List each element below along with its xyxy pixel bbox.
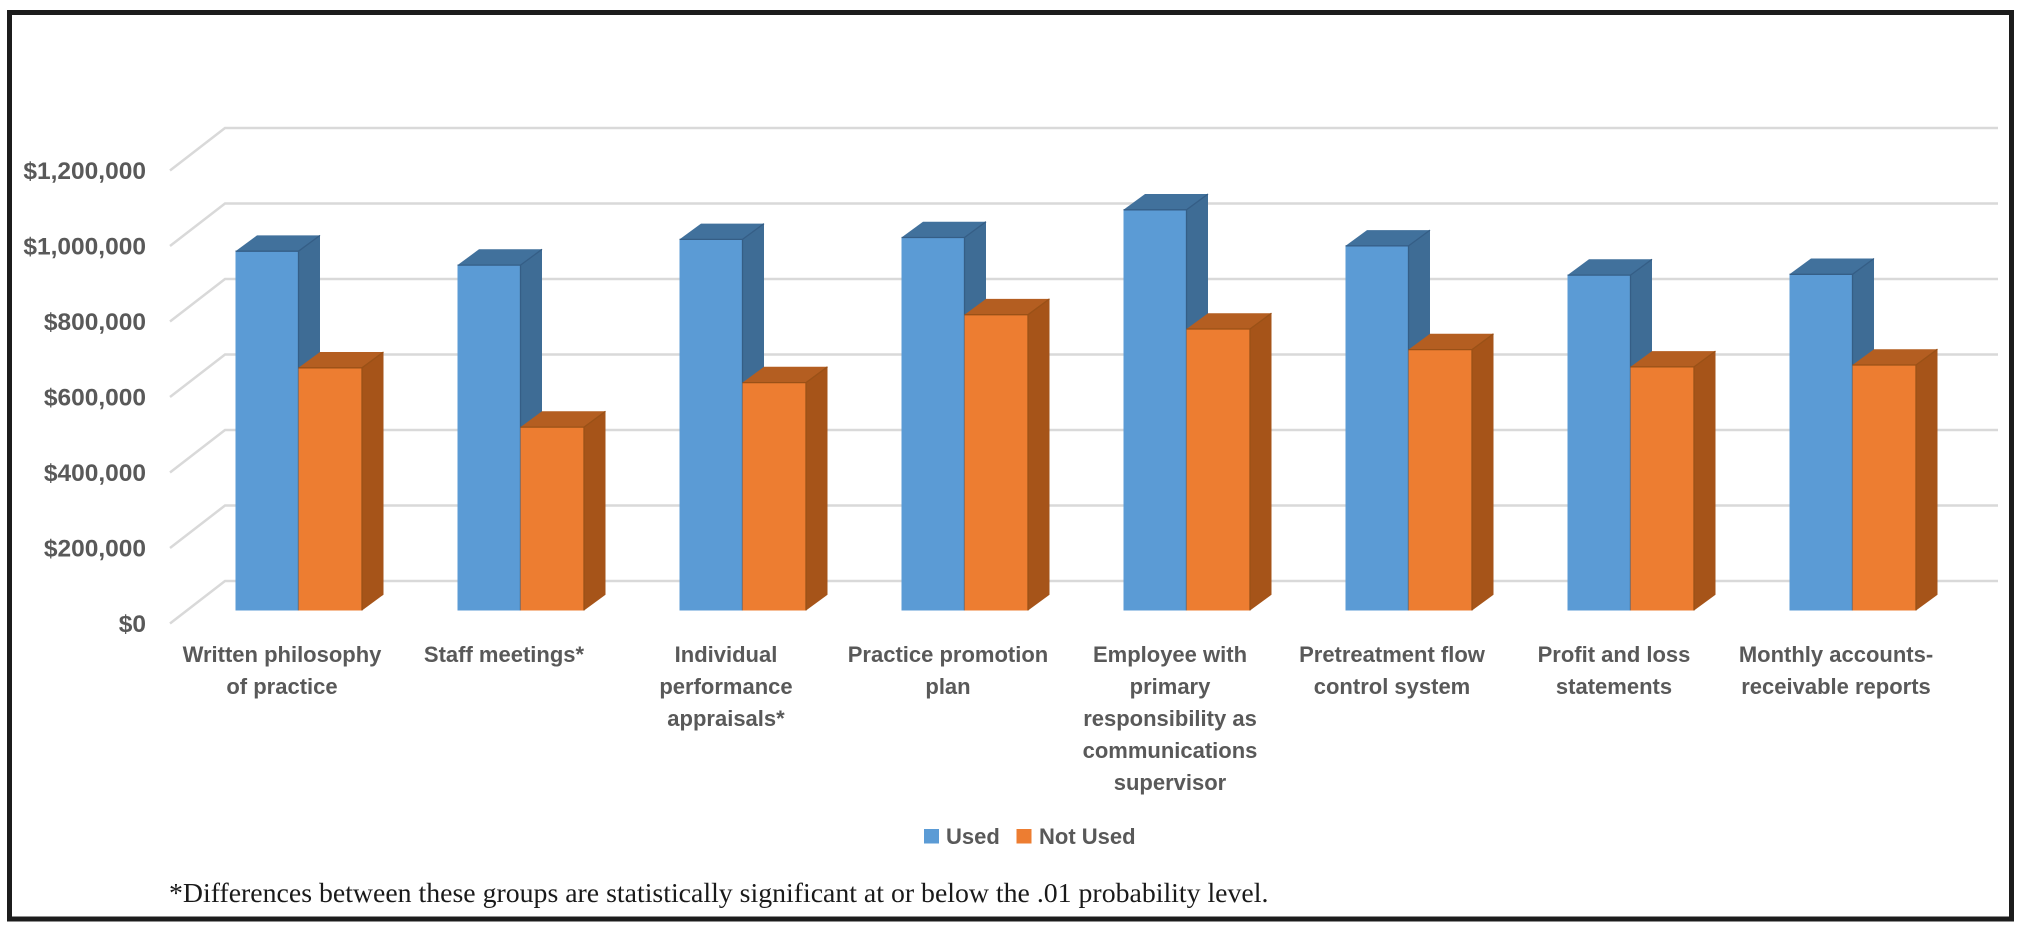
svg-text:$0: $0 (119, 611, 146, 638)
svg-text:Not Used: Not Used (1039, 824, 1136, 849)
svg-text:*Differences between these gro: *Differences between these groups are st… (169, 878, 1268, 909)
svg-text:$1,000,000: $1,000,000 (23, 234, 146, 261)
svg-text:Used: Used (946, 824, 1000, 849)
svg-text:Monthly accounts-receivable re: Monthly accounts-receivable reports (1739, 642, 1933, 699)
svg-text:$1,200,000: $1,200,000 (23, 158, 146, 185)
svg-text:$800,000: $800,000 (44, 309, 146, 336)
svg-text:Staff meetings*: Staff meetings* (424, 642, 585, 667)
svg-text:$600,000: $600,000 (44, 385, 146, 412)
svg-text:$400,000: $400,000 (44, 460, 146, 487)
svg-text:$200,000: $200,000 (44, 536, 146, 563)
